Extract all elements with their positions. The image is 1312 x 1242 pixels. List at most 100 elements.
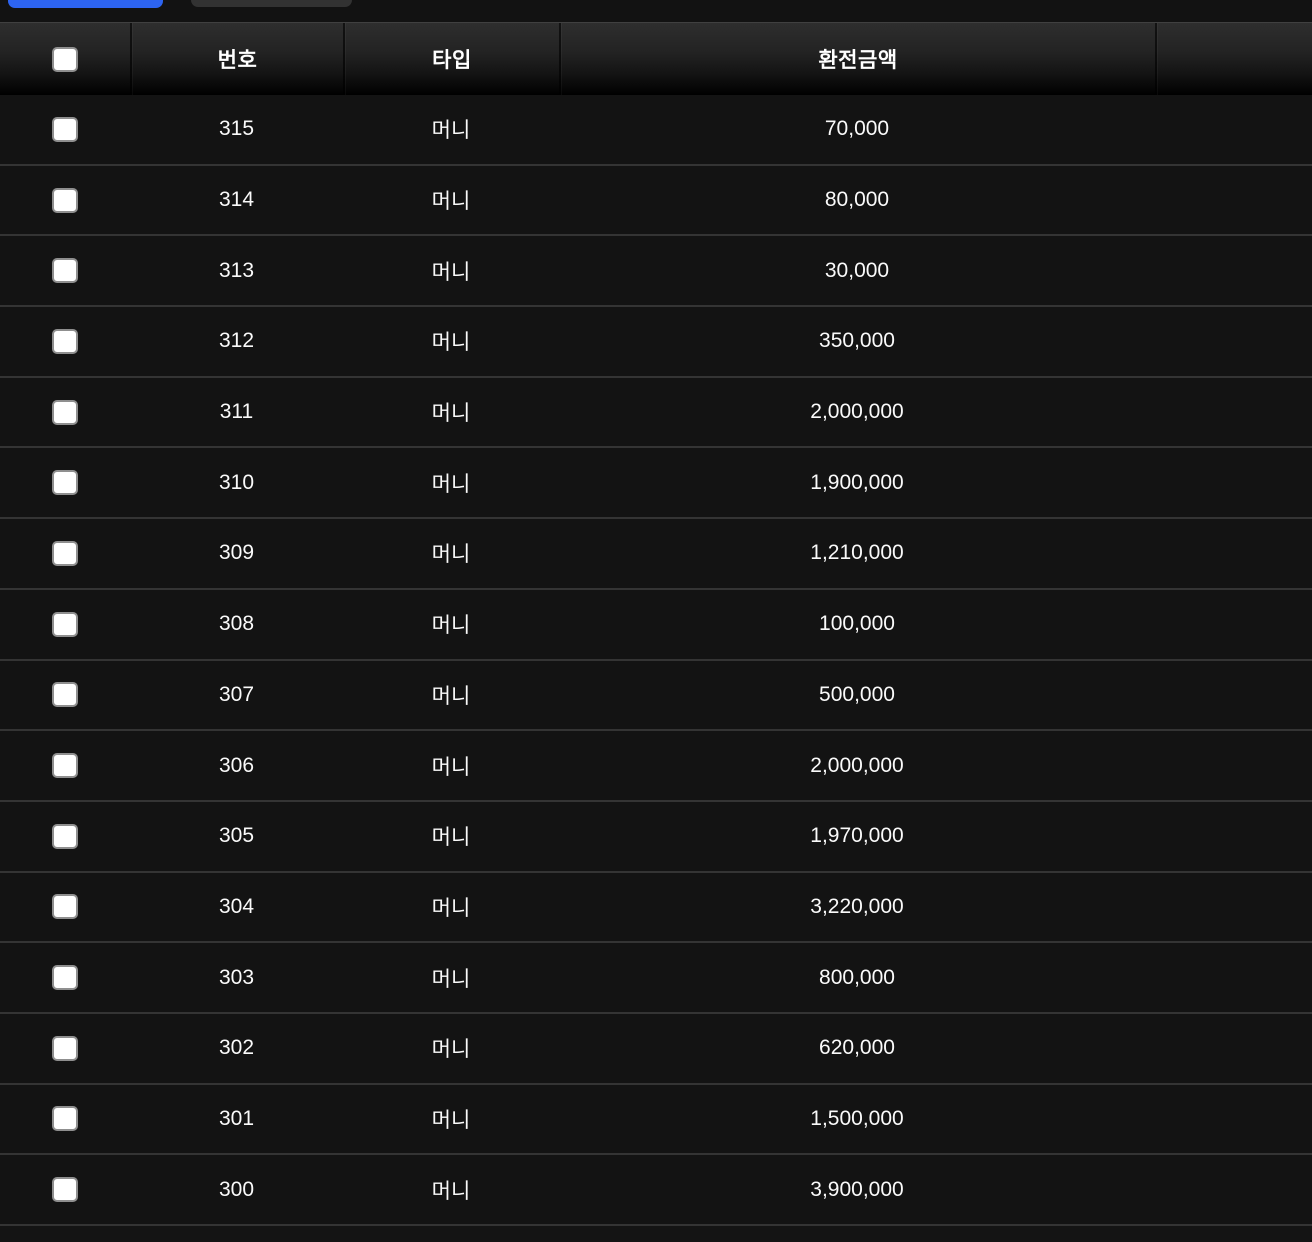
cell-extra — [1155, 448, 1312, 517]
cell-extra — [1155, 519, 1312, 588]
table-row: 310 머니 1,900,000 — [0, 448, 1312, 520]
cell-no: 304 — [218, 894, 255, 918]
cell-type: 머니 — [431, 826, 471, 850]
cell-extra — [1155, 731, 1312, 800]
row-checkbox[interactable] — [52, 823, 78, 849]
cell-extra — [1155, 802, 1312, 871]
row-checkbox[interactable] — [52, 894, 78, 920]
row-checkbox[interactable] — [52, 682, 78, 708]
cell-no: 311 — [219, 400, 254, 424]
row-checkbox[interactable] — [52, 399, 78, 425]
row-checkbox[interactable] — [52, 965, 78, 991]
column-header-extra — [1155, 23, 1312, 95]
table-row: 306 머니 2,000,000 — [0, 731, 1312, 802]
cell-extra — [1155, 1155, 1312, 1224]
column-header-no: 번호 — [130, 23, 343, 95]
row-select-cell — [0, 236, 130, 305]
cell-amount: 70,000 — [824, 117, 890, 141]
cell-no: 310 — [218, 470, 255, 494]
cell-no: 306 — [218, 753, 255, 777]
row-select-cell — [0, 1155, 130, 1224]
row-select-cell — [0, 873, 130, 942]
row-select-cell — [0, 590, 130, 659]
table-row: 307 머니 500,000 — [0, 660, 1312, 732]
row-select-cell — [0, 731, 130, 800]
row-checkbox[interactable] — [52, 1106, 78, 1132]
table-header-row: 번호 타입 환전금액 — [0, 22, 1312, 95]
column-header-type: 타입 — [343, 23, 559, 95]
cell-no: 307 — [218, 682, 255, 706]
row-select-cell — [0, 661, 130, 730]
cell-amount: 800,000 — [819, 965, 895, 989]
table-row: 312 머니 350,000 — [0, 307, 1312, 378]
cell-type: 머니 — [431, 331, 471, 355]
row-checkbox[interactable] — [52, 753, 78, 779]
cell-amount: 30,000 — [824, 258, 890, 282]
cell-extra — [1155, 95, 1312, 164]
table-row: 303 머니 800,000 — [0, 943, 1312, 1014]
cell-extra — [1155, 1085, 1312, 1154]
cell-type: 머니 — [431, 260, 471, 284]
cell-no: 308 — [218, 612, 255, 636]
cell-type: 머니 — [431, 1108, 471, 1132]
row-select-cell — [0, 95, 130, 164]
table-row-partial — [0, 1226, 1312, 1242]
row-checkbox[interactable] — [52, 187, 78, 213]
secondary-action-button[interactable] — [191, 0, 352, 7]
exchange-table: 번호 타입 환전금액 315 머니 70,000 314 머니 — [0, 22, 1312, 1242]
cell-amount: 2,000,000 — [810, 400, 904, 424]
cell-amount: 1,210,000 — [810, 541, 904, 565]
row-checkbox[interactable] — [52, 1035, 78, 1061]
table-row: 311 머니 2,000,000 — [0, 377, 1312, 449]
row-select-cell — [0, 1085, 130, 1154]
cell-no: 309 — [218, 541, 255, 565]
cell-no: 303 — [218, 965, 255, 989]
row-checkbox[interactable] — [52, 328, 78, 354]
cell-type: 머니 — [431, 967, 471, 991]
row-checkbox[interactable] — [52, 1177, 78, 1203]
cell-amount: 1,500,000 — [810, 1106, 904, 1130]
row-checkbox[interactable] — [52, 116, 78, 142]
cell-amount: 620,000 — [819, 1036, 895, 1060]
cell-extra — [1155, 943, 1312, 1012]
cell-amount: 1,970,000 — [810, 824, 904, 848]
table-row: 314 머니 80,000 — [0, 165, 1312, 237]
cell-type: 머니 — [431, 543, 471, 567]
cell-extra — [1155, 378, 1312, 447]
row-select-cell — [0, 519, 130, 588]
table-row: 301 머니 1,500,000 — [0, 1084, 1312, 1156]
cell-no: 301 — [218, 1106, 255, 1130]
row-checkbox[interactable] — [52, 470, 78, 496]
cell-amount: 100,000 — [819, 612, 895, 636]
cell-amount: 500,000 — [819, 682, 895, 706]
table-row: 309 머니 1,210,000 — [0, 519, 1312, 590]
select-all-checkbox[interactable] — [52, 46, 78, 72]
table-row: 305 머니 1,970,000 — [0, 801, 1312, 873]
cell-amount: 1,900,000 — [810, 470, 904, 494]
row-select-cell — [0, 378, 130, 447]
cell-type: 머니 — [431, 684, 471, 708]
table-row: 315 머니 70,000 — [0, 95, 1312, 166]
cell-no: 315 — [218, 117, 255, 141]
cell-extra — [1155, 661, 1312, 730]
primary-action-button[interactable] — [8, 0, 163, 8]
cell-type: 머니 — [431, 190, 471, 214]
row-select-cell — [0, 802, 130, 871]
row-checkbox[interactable] — [52, 258, 78, 284]
row-select-cell — [0, 943, 130, 1012]
cell-no: 313 — [218, 258, 255, 282]
cell-extra — [1155, 873, 1312, 942]
row-checkbox[interactable] — [52, 540, 78, 566]
cell-amount: 3,900,000 — [810, 1177, 904, 1201]
cell-type: 머니 — [431, 1179, 471, 1203]
row-checkbox[interactable] — [52, 611, 78, 637]
cell-type: 머니 — [431, 472, 471, 496]
row-select-cell — [0, 448, 130, 517]
cell-type: 머니 — [431, 1038, 471, 1062]
cell-no: 314 — [218, 188, 255, 212]
column-header-amount: 환전금액 — [559, 23, 1155, 95]
cell-no: 305 — [218, 824, 255, 848]
cell-no: 300 — [218, 1177, 255, 1201]
cell-type: 머니 — [431, 614, 471, 638]
